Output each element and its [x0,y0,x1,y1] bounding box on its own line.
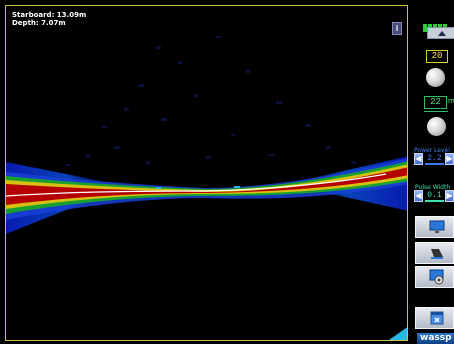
settings-monitor-icon [429,269,444,285]
battery-indicator [423,17,449,32]
seabed-return [6,158,407,220]
power-decrease-button[interactable]: ◀ [414,153,423,165]
monitor-icon [429,220,445,233]
pulse-width-label: Pulse Width [415,184,451,191]
display-settings-button[interactable] [415,216,454,238]
ship-icon [431,249,443,259]
corner-echo [388,327,407,340]
depth-limit-knob[interactable] [427,117,446,136]
depth-limit-value[interactable]: 22 [424,96,447,109]
vessel-settings-button[interactable] [415,242,454,264]
range-knob[interactable] [426,68,445,87]
depth-limit-underline [424,111,448,112]
pulse-width-decrease-button[interactable]: ◀ [414,190,423,202]
range-value[interactable]: 20 [426,50,448,63]
power-level-control: ◀ 2.2 ▶ [414,153,454,165]
power-level-value: 2.2 [427,154,442,163]
system-settings-button[interactable] [415,266,454,288]
exit-button[interactable] [415,307,454,329]
depth-readout: Depth: 7.07m [12,19,66,27]
power-increase-button[interactable]: ▶ [445,153,454,165]
pulse-width-bar [425,200,444,202]
pulse-width-control: ◀ 0.1 ▶ [414,190,454,202]
power-level-bar [425,163,444,165]
depth-limit-unit: m [448,97,454,105]
close-window-icon [430,311,444,325]
sonar-display[interactable]: Starboard: 13.09m Depth: 7.07m [5,5,408,341]
wassp-logo: wassp [417,333,454,344]
sonar-swath-graphic [6,36,407,340]
power-level-label: Power Level [414,147,450,154]
water-column-noise [66,36,356,166]
display-mode-button[interactable] [427,27,454,39]
pulse-width-value: 0.1 [427,191,442,200]
info-button[interactable]: i [392,22,402,35]
control-panel: 20 22 m Power Level ◀ 2.2 ▶ Pulse Width … [410,0,454,344]
position-readout: Starboard: 13.09m Depth: 7.07m [12,11,86,27]
pulse-width-increase-button[interactable]: ▶ [445,190,454,202]
starboard-readout: Starboard: 13.09m [12,11,87,19]
